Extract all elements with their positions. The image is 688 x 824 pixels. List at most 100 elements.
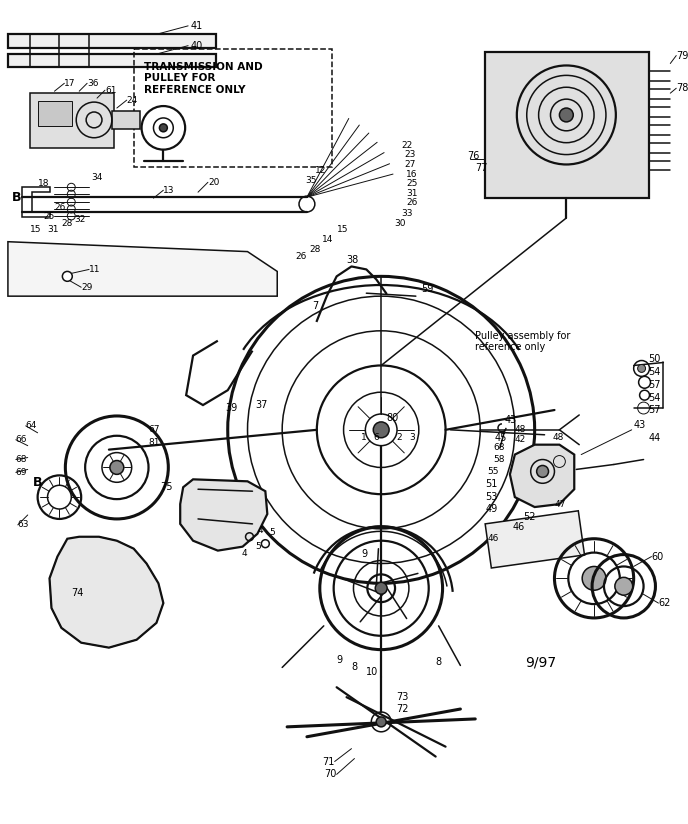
Text: 43: 43 xyxy=(634,420,646,430)
Circle shape xyxy=(582,566,606,590)
Text: 1: 1 xyxy=(361,433,367,442)
Text: 4: 4 xyxy=(257,527,263,536)
Text: 73: 73 xyxy=(396,692,409,702)
Bar xyxy=(8,34,216,48)
Text: 64: 64 xyxy=(25,421,37,430)
Bar xyxy=(38,101,72,126)
Text: 16: 16 xyxy=(406,170,418,179)
Text: 61: 61 xyxy=(105,86,116,95)
Circle shape xyxy=(638,364,645,372)
Text: 54: 54 xyxy=(649,368,661,377)
Bar xyxy=(8,54,216,68)
Text: 40: 40 xyxy=(190,40,202,50)
Text: 70: 70 xyxy=(324,770,336,780)
Text: 11: 11 xyxy=(89,265,100,274)
Text: 32: 32 xyxy=(74,215,85,224)
Text: 6: 6 xyxy=(374,433,379,442)
Text: 66: 66 xyxy=(16,435,28,444)
Text: 42: 42 xyxy=(515,435,526,444)
Text: 80: 80 xyxy=(386,413,398,423)
Text: 10: 10 xyxy=(366,667,378,677)
Text: 81: 81 xyxy=(149,438,160,447)
Text: TRANSMISSION AND
PULLEY FOR
REFERENCE ONLY: TRANSMISSION AND PULLEY FOR REFERENCE ON… xyxy=(144,62,262,95)
Text: 8: 8 xyxy=(436,658,442,667)
Text: 79: 79 xyxy=(676,50,688,60)
Polygon shape xyxy=(510,445,574,507)
Text: 28: 28 xyxy=(61,219,73,228)
Circle shape xyxy=(376,717,386,727)
Polygon shape xyxy=(50,536,163,648)
Circle shape xyxy=(615,578,633,595)
Text: 36: 36 xyxy=(87,79,98,88)
Text: 23: 23 xyxy=(404,150,416,159)
Text: 48: 48 xyxy=(515,425,526,434)
Text: 46: 46 xyxy=(487,534,499,543)
Text: 9/97: 9/97 xyxy=(525,656,556,669)
Text: 9: 9 xyxy=(336,654,343,664)
Text: 33: 33 xyxy=(401,209,413,218)
Text: 18: 18 xyxy=(38,179,49,188)
Text: 5: 5 xyxy=(255,542,261,551)
Text: 26: 26 xyxy=(54,203,66,212)
Text: 72: 72 xyxy=(396,704,409,714)
Bar xyxy=(30,93,114,147)
Text: 31: 31 xyxy=(406,189,418,198)
Text: 48: 48 xyxy=(552,433,564,442)
Text: 57: 57 xyxy=(649,405,661,415)
Text: 9: 9 xyxy=(361,549,367,559)
Text: 15: 15 xyxy=(30,225,41,234)
Text: 39: 39 xyxy=(226,403,238,413)
Text: 77: 77 xyxy=(475,163,488,173)
Text: 52: 52 xyxy=(523,512,535,522)
Bar xyxy=(133,49,332,167)
Text: 74: 74 xyxy=(72,588,84,598)
Text: 37: 37 xyxy=(255,400,268,410)
Text: 7: 7 xyxy=(312,301,318,311)
Text: 3: 3 xyxy=(409,433,415,442)
Text: 44: 44 xyxy=(649,433,660,442)
Text: 25: 25 xyxy=(406,179,418,188)
Text: 20: 20 xyxy=(208,178,219,187)
Circle shape xyxy=(559,108,573,122)
Text: 50: 50 xyxy=(649,353,661,363)
Text: 69: 69 xyxy=(16,468,28,477)
Text: 68: 68 xyxy=(16,455,28,464)
Text: 55: 55 xyxy=(487,467,499,476)
Text: 63: 63 xyxy=(18,521,30,529)
Text: 15: 15 xyxy=(336,225,348,234)
Bar xyxy=(112,111,140,129)
Text: 59: 59 xyxy=(421,284,433,294)
Circle shape xyxy=(63,271,72,281)
Circle shape xyxy=(160,124,167,132)
Polygon shape xyxy=(180,480,268,550)
Text: Pulley assembly for
reference only: Pulley assembly for reference only xyxy=(475,330,570,353)
Text: 71: 71 xyxy=(322,756,334,766)
Text: 14: 14 xyxy=(322,235,333,244)
Text: 78: 78 xyxy=(676,83,688,93)
Text: 31: 31 xyxy=(47,225,59,234)
Text: 29: 29 xyxy=(81,283,93,292)
Text: 26: 26 xyxy=(406,198,418,207)
Text: 25: 25 xyxy=(43,213,55,222)
Text: 53: 53 xyxy=(485,492,497,502)
Text: 62: 62 xyxy=(658,598,671,608)
Text: 47: 47 xyxy=(555,499,566,508)
Text: 12: 12 xyxy=(315,166,326,175)
Text: 8: 8 xyxy=(352,662,358,672)
Text: 24: 24 xyxy=(127,96,138,105)
Text: 41: 41 xyxy=(190,21,202,30)
Text: 46: 46 xyxy=(513,522,525,531)
Circle shape xyxy=(375,583,387,594)
Text: 5: 5 xyxy=(269,528,275,537)
Text: 49: 49 xyxy=(485,504,497,514)
Text: 57: 57 xyxy=(649,380,661,391)
Text: 51: 51 xyxy=(485,480,497,489)
Text: 35: 35 xyxy=(305,176,316,185)
Circle shape xyxy=(110,461,124,475)
Text: B: B xyxy=(12,190,21,204)
Text: 4: 4 xyxy=(241,549,247,558)
Text: 22: 22 xyxy=(401,141,412,150)
Text: 45: 45 xyxy=(495,433,508,442)
Text: 43: 43 xyxy=(505,415,517,425)
Text: B: B xyxy=(32,475,42,489)
